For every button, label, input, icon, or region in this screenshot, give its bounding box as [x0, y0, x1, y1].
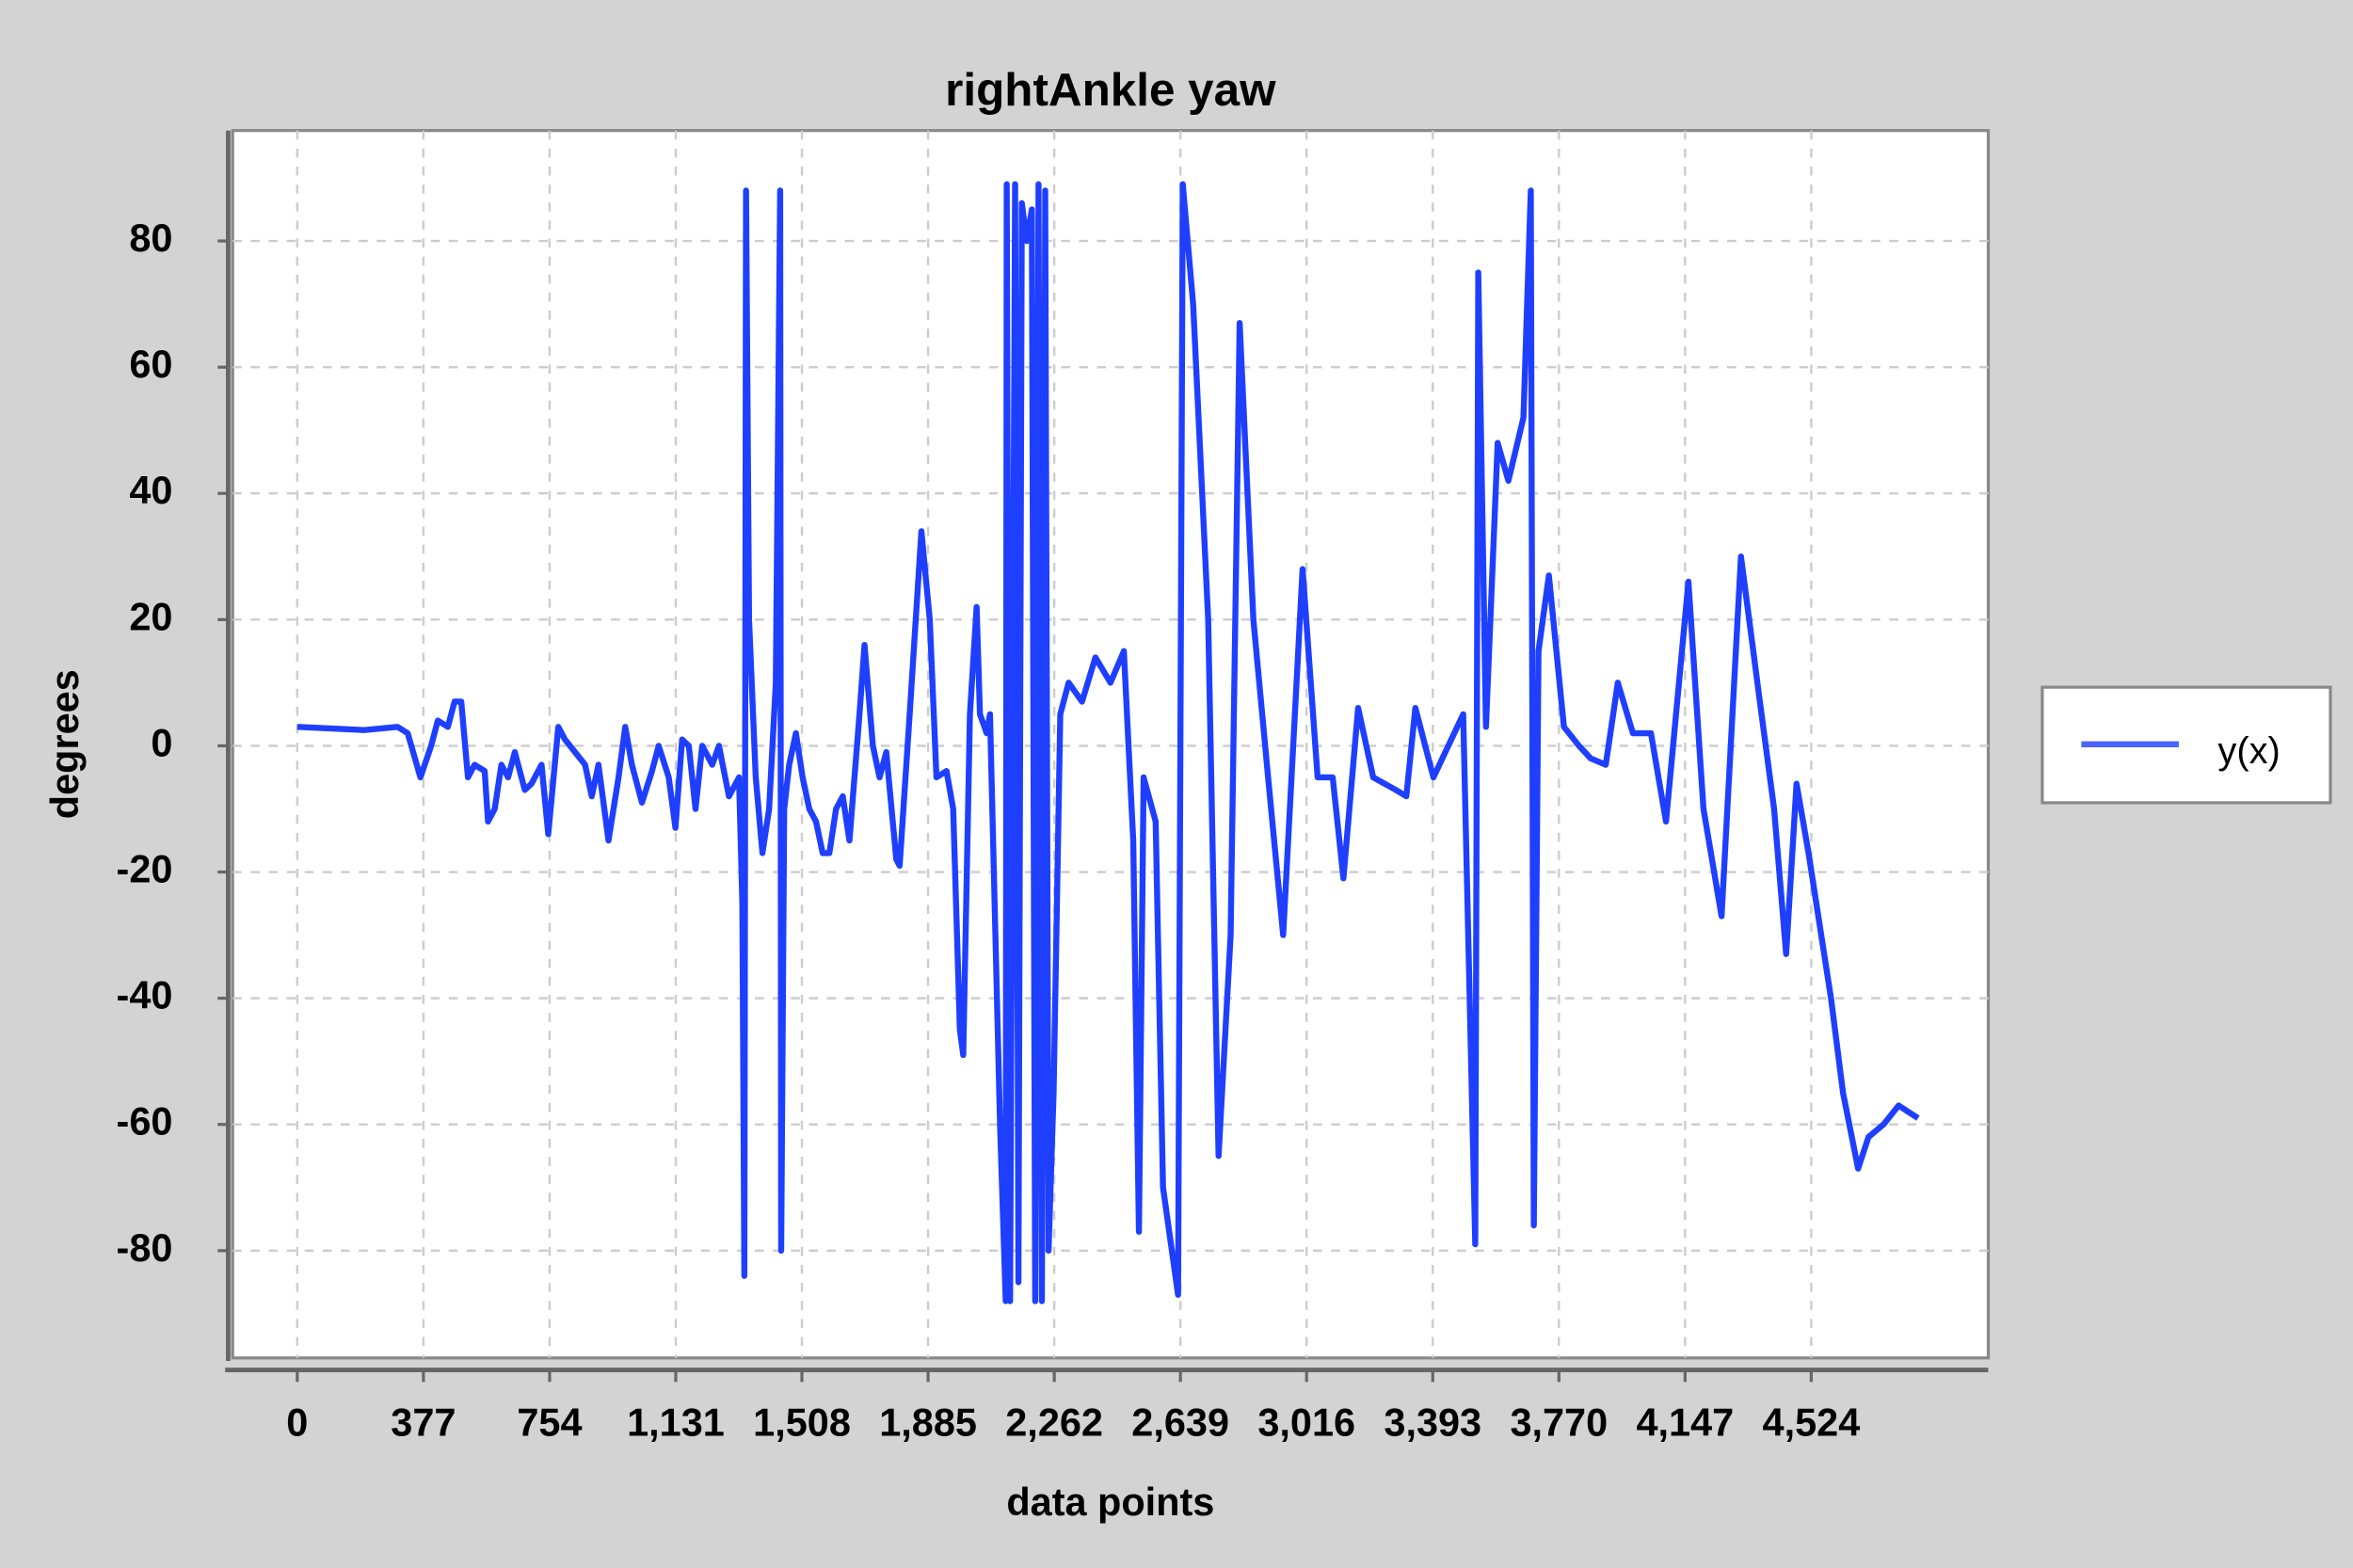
y-tick-label: -60 [117, 1099, 173, 1144]
y-axis-label: degrees [42, 669, 87, 819]
x-tick-label: 2,639 [1131, 1400, 1229, 1444]
x-tick-label: 377 [391, 1400, 456, 1444]
x-tick-label: 1,131 [627, 1400, 725, 1444]
x-tick-label: 3,393 [1384, 1400, 1481, 1444]
x-tick-label: 2,262 [1005, 1400, 1103, 1444]
y-tick-label: 20 [129, 594, 172, 638]
y-tick-label: 80 [129, 216, 172, 260]
x-axis-label: data points [1006, 1480, 1214, 1524]
x-tick-label: 1,885 [879, 1400, 977, 1444]
chart-title: rightAnkle yaw [945, 64, 1276, 116]
x-tick-label: 4,147 [1637, 1400, 1735, 1444]
legend-label: y(x) [2217, 730, 2280, 772]
x-tick-label: 1,508 [753, 1400, 851, 1444]
y-tick-label: -80 [117, 1225, 173, 1270]
x-tick-label: 754 [517, 1400, 582, 1444]
y-tick-label: -20 [117, 846, 173, 890]
plot-area [231, 129, 1991, 1360]
y-tick-label: 40 [129, 468, 172, 512]
x-tick-label: 3,016 [1257, 1400, 1355, 1444]
x-tick-label: 4,524 [1763, 1400, 1861, 1444]
y-tick-label: 60 [129, 342, 172, 386]
x-tick-label: 0 [286, 1400, 308, 1444]
y-tick-label: 0 [151, 720, 172, 764]
x-tick-label: 3,770 [1510, 1400, 1608, 1444]
y-tick-label: -40 [117, 973, 173, 1017]
data-line [296, 181, 1920, 1304]
